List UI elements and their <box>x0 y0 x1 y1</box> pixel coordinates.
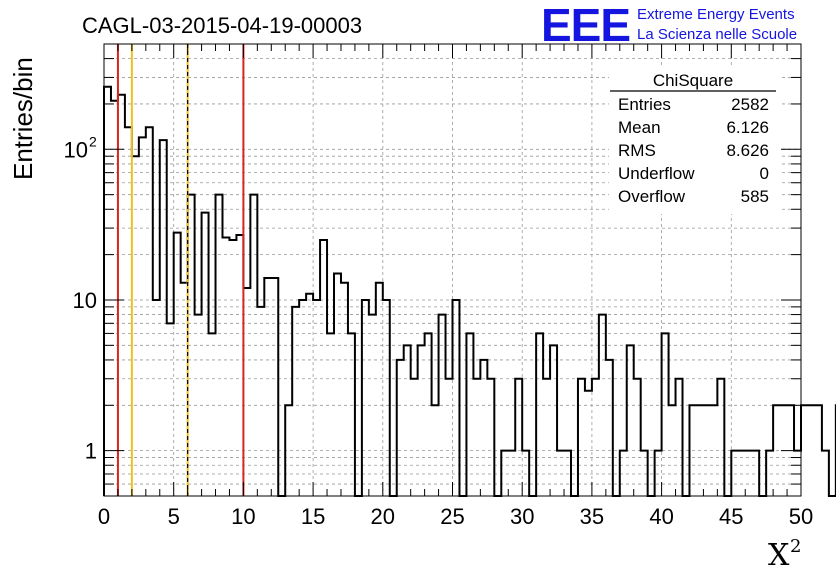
x-tick-label: 0 <box>98 504 110 529</box>
x-tick-label: 25 <box>440 504 464 529</box>
y-tick-label: 1 <box>85 439 97 464</box>
x-axis-label: X <box>768 538 790 572</box>
x-tick-label: 15 <box>301 504 325 529</box>
y-axis-label: Entries/bin <box>8 57 38 180</box>
cut-lines <box>116 44 245 496</box>
y-tick-label: 10 <box>64 137 88 162</box>
chart-title: CAGL-03-2015-04-19-00003 <box>82 13 362 38</box>
stats-row-label: Underflow <box>618 164 695 183</box>
x-tick-label: 35 <box>580 504 604 529</box>
stats-row-label: Mean <box>618 118 661 137</box>
x-axis-label-superscript: 2 <box>790 536 801 557</box>
x-tick-label: 10 <box>231 504 255 529</box>
x-tick-label: 50 <box>789 504 813 529</box>
logo-line-2: La Scienza nelle Scuole <box>637 26 797 43</box>
logo-mark: EEE <box>541 0 630 51</box>
stats-row-label: Entries <box>618 95 671 114</box>
stats-row-value: 585 <box>741 187 769 206</box>
histogram-series <box>103 85 836 497</box>
x-tick-label: 30 <box>510 504 534 529</box>
stats-row-label: Overflow <box>618 187 686 206</box>
stats-row-value: 2582 <box>731 95 769 114</box>
x-tick-label: 40 <box>649 504 673 529</box>
stats-row-value: 8.626 <box>726 141 769 160</box>
stats-row-label: RMS <box>618 141 656 160</box>
stats-box-title: ChiSquare <box>653 71 733 90</box>
x-tick-label: 45 <box>719 504 743 529</box>
stats-box: ChiSquare Entries 2582 Mean 6.126 RMS 8.626 Un… <box>609 66 781 214</box>
y-tick-label-exponent: 2 <box>89 133 97 149</box>
stats-box-rows: Entries 2582 Mean 6.126 RMS 8.626 Underflow 0 Ov… <box>618 95 769 206</box>
axis-ticks <box>103 44 802 496</box>
stats-row-value: 6.126 <box>726 118 769 137</box>
x-tick-labels: 0 5 10 15 20 25 30 35 40 45 50 <box>98 504 813 529</box>
stats-row-value: 0 <box>760 164 769 183</box>
x-tick-label: 20 <box>371 504 395 529</box>
y-tick-label: 10 <box>73 288 97 313</box>
eee-logo: EEE Extreme Energy Events La Scienza nel… <box>541 0 797 51</box>
logo-line-1: Extreme Energy Events <box>637 6 795 23</box>
x-tick-label: 5 <box>168 504 180 529</box>
